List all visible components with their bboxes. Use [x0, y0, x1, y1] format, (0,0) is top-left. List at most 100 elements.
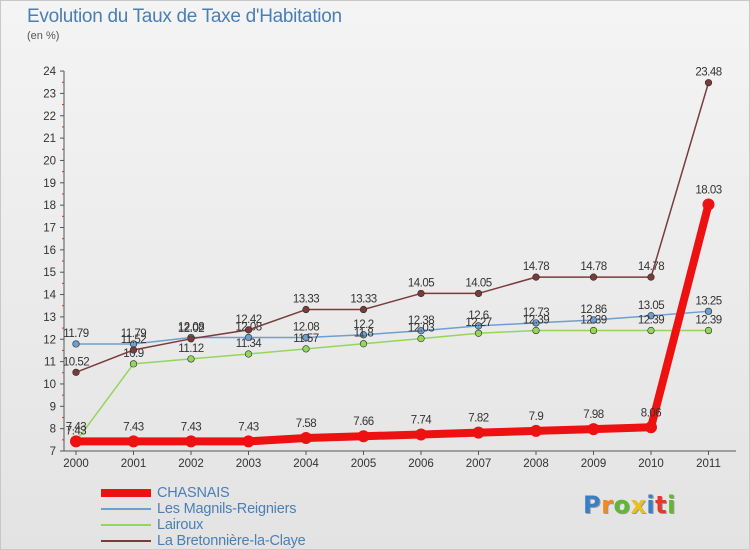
data-label-la-bretonniere-la-claye: 13.33: [293, 294, 319, 306]
y-tick-label: 15: [43, 267, 56, 279]
data-label-chasnais: 18.03: [695, 184, 721, 196]
x-tick-label: 2005: [351, 458, 377, 470]
data-point-les-magnils-reigniers: [647, 312, 655, 320]
data-point-la-bretonniere-la-claye: [129, 346, 138, 354]
series-line-lairoux: [75, 329, 710, 443]
y-tick-label: 24: [43, 66, 56, 78]
data-label-lairoux: 12.39: [638, 315, 664, 327]
data-point-lairoux: [244, 350, 253, 358]
data-point-les-magnils-reigniers: [359, 331, 368, 339]
data-label-chasnais: 7.43: [238, 421, 258, 433]
data-label-lairoux: 12.39: [580, 315, 606, 327]
data-label-chasnais: 7.82: [468, 413, 488, 425]
data-point-les-magnils-reigniers: [417, 327, 425, 335]
data-point-la-bretonniere-la-claye: [187, 335, 195, 343]
data-point-les-magnils-reigniers: [244, 333, 253, 342]
legend-swatch: [101, 524, 151, 526]
data-point-chasnais: [70, 435, 82, 448]
data-point-chasnais: [645, 421, 657, 434]
data-point-la-bretonniere-la-claye: [647, 273, 655, 281]
data-point-chasnais: [702, 198, 715, 211]
data-point-chasnais: [185, 435, 197, 448]
data-point-les-magnils-reigniers: [474, 322, 483, 330]
data-label-lairoux: 11.8: [354, 328, 374, 340]
data-point-chasnais: [357, 430, 370, 443]
x-tick-label: 2007: [466, 458, 492, 470]
data-point-la-bretonniere-la-claye: [474, 289, 483, 298]
data-label-lairoux: 12.27: [465, 317, 491, 329]
legend: CHASNAIS Les Magnils-Reigniers Lairoux La B…: [101, 485, 306, 549]
data-point-chasnais: [472, 426, 485, 439]
y-tick-label: 17: [43, 223, 56, 235]
data-label-lairoux: 12.39: [523, 315, 549, 327]
data-point-les-magnils-reigniers: [704, 307, 713, 315]
data-label-la-bretonniere-la-claye: 10.52: [63, 356, 89, 368]
logo-letter: P: [583, 491, 602, 519]
data-point-lairoux: [647, 326, 655, 335]
data-point-lairoux: [589, 326, 598, 335]
data-label-la-bretonniere-la-claye: 11.52: [121, 334, 147, 346]
data-label-chasnais: 7.43: [123, 421, 143, 433]
series-line-la-bretonniere-la-claye: [75, 81, 710, 374]
data-point-la-bretonniere-la-claye: [244, 326, 253, 334]
data-point-lairoux: [302, 345, 310, 353]
data-label-lairoux: 11.12: [178, 343, 204, 355]
x-tick-label: 2003: [236, 458, 262, 470]
y-tick-label: 9: [50, 401, 56, 413]
data-label-les-magnils-reigniers: 12.6: [468, 310, 488, 322]
data-label-chasnais: 7.58: [296, 418, 316, 430]
proxiti-logo: Proxiti: [583, 491, 676, 519]
data-point-chasnais: [415, 428, 427, 441]
legend-label: La Bretonnière-la-Claye: [157, 533, 306, 549]
y-tick-label: 12: [43, 334, 56, 346]
logo-letter: r: [601, 491, 614, 519]
y-tick-label: 13: [43, 312, 56, 324]
data-label-chasnais: 7.9: [529, 411, 544, 423]
legend-label: Lairoux: [157, 517, 204, 533]
data-label-les-magnils-reigniers: 12.08: [293, 321, 319, 333]
legend-item-lairoux: Lairoux: [101, 517, 306, 533]
data-point-les-magnils-reigniers: [589, 316, 598, 324]
data-point-la-bretonniere-la-claye: [704, 79, 713, 87]
x-tick-label: 2010: [638, 458, 664, 470]
data-point-lairoux: [417, 334, 425, 343]
data-label-la-bretonniere-la-claye: 14.05: [465, 277, 491, 289]
data-label-les-magnils-reigniers: 12.86: [580, 304, 606, 316]
y-tick-label: 7: [50, 446, 56, 458]
legend-swatch: [101, 508, 151, 510]
data-point-les-magnils-reigniers: [532, 319, 540, 327]
chart-title: Evolution du Taux de Taxe d'Habitation: [27, 6, 342, 27]
data-point-chasnais: [127, 435, 140, 448]
logo-letter: i: [667, 491, 676, 519]
data-point-chasnais: [300, 432, 312, 445]
data-point-les-magnils-reigniers: [72, 340, 80, 348]
legend-swatch: [101, 540, 151, 542]
chart-unit: (en %): [27, 30, 60, 42]
y-tick-label: 20: [43, 155, 56, 167]
y-tick-label: 8: [50, 424, 56, 436]
legend-label: Les Magnils-Reigniers: [157, 501, 297, 517]
data-label-les-magnils-reigniers: 12.08: [178, 321, 204, 333]
y-tick-label: 11: [44, 357, 56, 369]
data-label-lairoux: 12.39: [695, 315, 721, 327]
y-tick-label: 23: [43, 88, 56, 100]
data-label-les-magnils-reigniers: 11.79: [63, 328, 89, 340]
data-label-chasnais: 7.43: [181, 421, 201, 433]
legend-item-la-bretonniere-la-claye: La Bretonnière-la-Claye: [101, 533, 306, 549]
data-label-les-magnils-reigniers: 12.2: [353, 319, 373, 331]
data-label-lairoux: 10.9: [123, 348, 143, 360]
data-label-chasnais: 7.98: [583, 409, 603, 421]
y-tick-label: 22: [43, 111, 56, 123]
data-point-lairoux: [704, 326, 713, 335]
logo-letter: o: [613, 491, 631, 519]
y-tick-label: 14: [43, 290, 56, 302]
x-tick-label: 2009: [581, 458, 607, 470]
data-label-la-bretonniere-la-claye: 12.02: [178, 323, 204, 335]
data-label-les-magnils-reigniers: 12.73: [523, 307, 549, 319]
x-tick-label: 2008: [523, 458, 549, 470]
data-point-lairoux: [532, 326, 540, 335]
data-label-les-magnils-reigniers: 13.25: [695, 295, 721, 307]
data-point-la-bretonniere-la-claye: [72, 368, 80, 376]
y-tick-label: 19: [43, 178, 56, 190]
